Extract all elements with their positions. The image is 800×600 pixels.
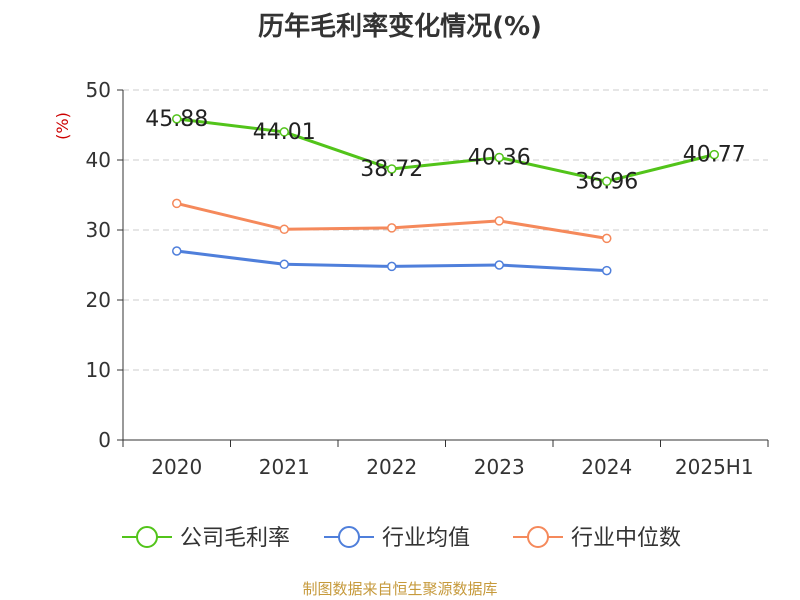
data-point bbox=[494, 260, 504, 270]
data-point bbox=[172, 198, 182, 209]
legend-label: 公司毛利率 bbox=[180, 526, 290, 551]
x-tick-label: 2020 bbox=[151, 455, 202, 479]
data-label: 36.96 bbox=[575, 169, 638, 194]
legend-item: 行业均值 bbox=[324, 526, 470, 551]
data-point bbox=[494, 152, 504, 163]
x-tick-label: 2022 bbox=[366, 455, 417, 479]
legend-item: 公司毛利率 bbox=[122, 526, 290, 551]
grid-lines bbox=[123, 89, 768, 371]
data-point bbox=[387, 261, 397, 272]
legend-marker-icon bbox=[527, 526, 549, 548]
series-line bbox=[176, 201, 607, 240]
y-tick-label: 0 bbox=[98, 428, 111, 452]
legend-item: 行业中位数 bbox=[513, 526, 681, 551]
data-point bbox=[387, 164, 397, 174]
data-label: 44.01 bbox=[253, 120, 316, 145]
y-tick-label: 40 bbox=[86, 148, 111, 172]
data-label: 38.72 bbox=[360, 157, 423, 182]
data-labels: 45.88 44.01 38.72 40.36 36.96 40.77 bbox=[145, 107, 745, 194]
data-point bbox=[709, 149, 719, 160]
data-label: 45.88 bbox=[145, 107, 208, 132]
data-point bbox=[279, 259, 289, 270]
x-tick-label: 2023 bbox=[474, 455, 525, 479]
data-point bbox=[602, 265, 612, 276]
series-line bbox=[176, 117, 715, 183]
chart-title: 历年毛利率变化情况(%) bbox=[258, 12, 542, 42]
data-point bbox=[602, 233, 612, 244]
x-tick-label: 2021 bbox=[259, 455, 310, 479]
legend-marker-icon bbox=[338, 526, 360, 548]
data-point bbox=[387, 223, 397, 233]
y-axis-label: (%) bbox=[53, 112, 72, 140]
legend-label: 行业均值 bbox=[382, 526, 470, 551]
data-point bbox=[279, 127, 289, 137]
data-point bbox=[172, 246, 182, 256]
data-label: 40.77 bbox=[683, 143, 746, 168]
data-point bbox=[494, 216, 504, 226]
y-tick-label: 30 bbox=[86, 218, 111, 242]
legend-marker-icon bbox=[136, 526, 158, 548]
source-note: 制图数据来自恒生聚源数据库 bbox=[302, 580, 498, 598]
data-point bbox=[172, 114, 182, 124]
legend-label: 行业中位数 bbox=[571, 526, 681, 551]
y-tick-label: 10 bbox=[86, 358, 111, 382]
y-tick-label: 20 bbox=[86, 288, 111, 312]
data-point bbox=[279, 224, 289, 235]
data-point bbox=[602, 176, 612, 187]
axes: 0 10 20 30 40 50 2020 2021 2022 2023 2024 2025H1 (%) bbox=[53, 78, 769, 479]
x-tick-label: 2024 bbox=[581, 455, 632, 479]
series-lines bbox=[172, 114, 719, 276]
x-tick-label: 2025H1 bbox=[675, 455, 754, 479]
data-label: 40.36 bbox=[468, 145, 531, 170]
legend: 公司毛利率 行业均值 行业中位数 bbox=[122, 526, 681, 551]
y-tick-label: 50 bbox=[86, 78, 111, 102]
